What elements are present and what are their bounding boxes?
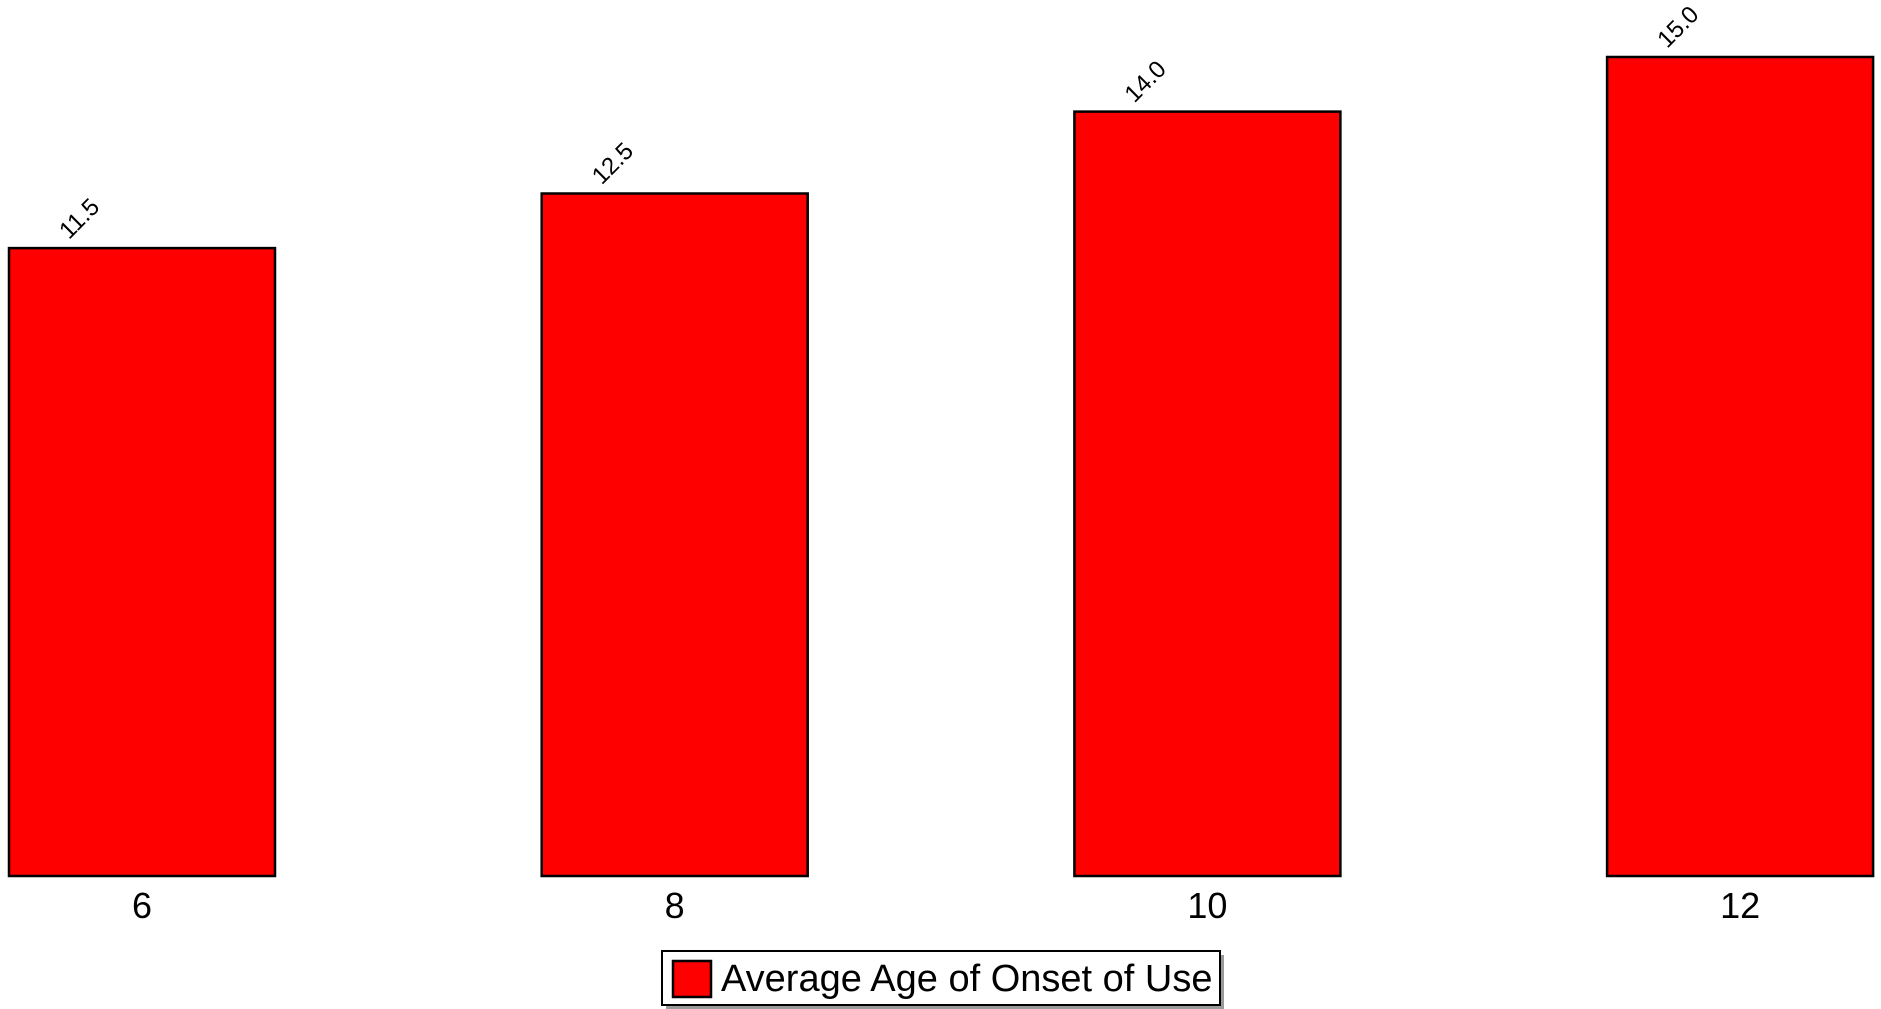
bars (7, 55, 1875, 878)
x-tick-label-6: 6 (132, 885, 152, 926)
legend-swatch (671, 959, 713, 999)
value-label-12: 15.0 (1652, 1, 1704, 53)
legend-box (661, 950, 1221, 1006)
bar-10 (1073, 110, 1342, 878)
value-label-10: 14.0 (1120, 56, 1172, 108)
value-label-6: 11.5 (54, 193, 105, 244)
x-tick-label-10: 10 (1187, 885, 1227, 926)
value-labels: 11.5 12.5 14.0 15.0 (54, 1, 1704, 244)
x-tick-label-12: 12 (1720, 885, 1760, 926)
legend-label: Average Age of Onset of Use (721, 958, 1213, 1000)
value-label-8: 12.5 (587, 138, 639, 190)
legend: Average Age of Onset of Use (661, 950, 1224, 1009)
bar-6 (7, 246, 277, 878)
bar-12 (1605, 55, 1875, 878)
x-tick-label-8: 8 (665, 885, 685, 926)
bar-8 (540, 192, 809, 878)
x-tick-labels: 6 8 10 12 (132, 885, 1760, 926)
